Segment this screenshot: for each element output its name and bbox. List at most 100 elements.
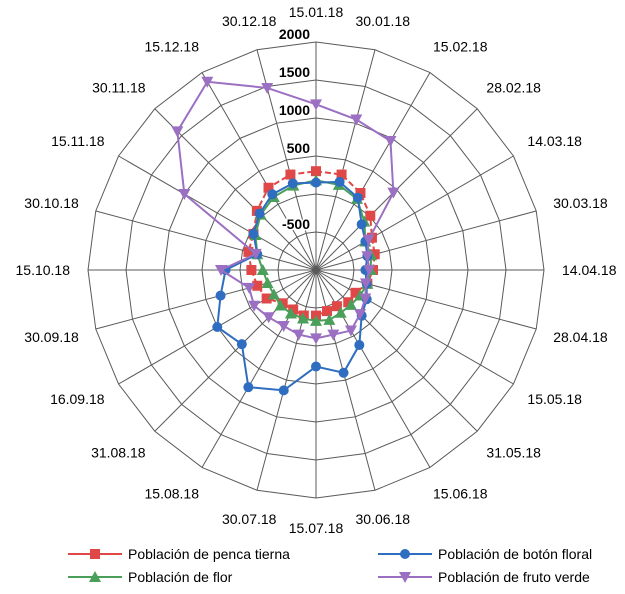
data-point-triangle-down	[361, 251, 374, 263]
data-point-square	[246, 265, 257, 275]
data-point-triangle-up	[310, 314, 322, 326]
grid-spoke	[315, 72, 431, 271]
legend-item-flor: Población de flor	[66, 569, 232, 585]
grid-spoke	[256, 49, 317, 271]
data-point-triangle-up	[267, 288, 280, 300]
data-point-square	[343, 297, 354, 308]
radar-grid	[87, 41, 545, 499]
category-label: 15.11.18	[51, 133, 105, 149]
data-point-circle	[215, 290, 226, 301]
grid-spoke	[154, 108, 317, 271]
legend-item-penca-tierna: Población de penca tierna	[66, 546, 290, 562]
grid-spoke	[315, 269, 514, 385]
data-point-circle	[267, 189, 278, 200]
data-point-triangle-down	[359, 278, 372, 290]
data-point-circle	[356, 219, 367, 230]
radial-tick-label: 2000	[279, 26, 310, 42]
data-point-square	[350, 287, 361, 298]
data-point-triangle-down	[178, 189, 191, 200]
data-point-circle	[254, 208, 265, 219]
grid-spoke	[315, 269, 478, 432]
data-point-triangle-up	[284, 307, 297, 319]
category-label: 30.03.18	[553, 195, 608, 211]
data-point-triangle-down	[387, 187, 400, 199]
data-point-triangle-down	[277, 320, 290, 332]
data-point-circle	[311, 177, 321, 188]
data-point-square	[252, 280, 263, 291]
category-label: 31.08.18	[91, 444, 146, 460]
grid-spoke	[315, 269, 431, 468]
data-point-triangle-down	[292, 329, 305, 341]
data-point-circle	[236, 339, 247, 350]
radar-chart: 15.01.18 30.01.18 15.02.18 28.02.18 14.03.18…	[16, 4, 617, 536]
grid-spoke	[315, 155, 514, 271]
data-point-triangle-down	[310, 333, 322, 345]
legend-label: Población de flor	[128, 569, 233, 585]
category-label: 30.07.18	[222, 511, 277, 527]
data-point-square	[277, 298, 288, 309]
category-label: 30.06.18	[356, 511, 411, 527]
grid-spoke	[315, 210, 537, 271]
category-label: 31.05.18	[486, 444, 541, 460]
data-point-triangle-down	[354, 309, 367, 321]
data-point-square	[311, 166, 321, 177]
category-label: 15.12.18	[145, 39, 200, 55]
data-point-circle	[338, 367, 349, 378]
data-point-square	[369, 249, 380, 260]
data-point-circle	[354, 340, 365, 351]
grid-spoke	[315, 269, 537, 330]
data-point-triangle-down	[171, 126, 184, 138]
grid-spoke	[154, 269, 317, 432]
category-label: 15.10.18	[16, 262, 71, 278]
category-label: 15.05.18	[527, 391, 582, 407]
data-point-circle	[352, 192, 363, 203]
series-4	[171, 76, 400, 345]
data-point-square	[288, 304, 299, 315]
legend-marker-circle	[378, 549, 432, 559]
category-label: 30.11.18	[92, 80, 146, 96]
legend-marker-triangle-down	[378, 572, 432, 583]
data-point-triangle-down	[350, 114, 363, 126]
data-point-triangle-down	[327, 329, 340, 341]
category-label: 15.08.18	[145, 485, 200, 501]
radial-tick-label: 1000	[279, 102, 310, 118]
category-label: 30.09.18	[24, 329, 79, 345]
data-point-triangle-up	[297, 312, 310, 324]
data-point-square	[365, 210, 376, 221]
data-point-triangle-down	[384, 135, 397, 147]
legend-item-boton-floral: Población de botón floral	[376, 546, 592, 562]
category-label: 15.06.18	[433, 485, 488, 501]
radial-tick-label: 1500	[279, 64, 310, 80]
data-point-triangle-down	[249, 248, 262, 260]
data-point-triangle-up	[256, 264, 269, 275]
data-point-triangle-down	[248, 300, 261, 312]
data-point-triangle-down	[359, 293, 372, 305]
data-point-square	[285, 169, 296, 180]
grid-spoke	[256, 269, 317, 491]
radial-tick-labels: -500 500 1000 1500 2000	[277, 25, 311, 234]
category-label: 16.09.18	[50, 391, 105, 407]
series-3	[212, 176, 373, 396]
category-label: 30.12.18	[222, 13, 277, 29]
chart-legend: Población de penca tierna Población de b…	[0, 540, 625, 594]
data-point-circle	[248, 228, 259, 239]
data-point-circle	[311, 361, 321, 372]
data-point-triangle-down	[262, 312, 275, 324]
data-point-square	[263, 182, 274, 193]
category-label: 14.03.18	[527, 133, 582, 149]
category-label: 28.02.18	[486, 80, 541, 96]
data-point-square	[261, 293, 272, 304]
category-label: 15.02.18	[433, 39, 488, 55]
legend-label: Población de botón floral	[438, 546, 593, 562]
data-point-triangle-up	[323, 313, 336, 325]
data-point-circle	[278, 385, 289, 396]
grid-spoke	[201, 269, 317, 468]
data-point-square	[355, 187, 366, 198]
data-point-triangle-up	[334, 306, 347, 318]
legend-marker-triangle-up	[68, 571, 122, 582]
grid-spoke	[118, 155, 317, 271]
grid-spoke	[201, 72, 317, 271]
data-point-circle	[243, 382, 254, 393]
grid-spoke	[95, 269, 317, 330]
data-point-triangle-down	[215, 265, 227, 276]
